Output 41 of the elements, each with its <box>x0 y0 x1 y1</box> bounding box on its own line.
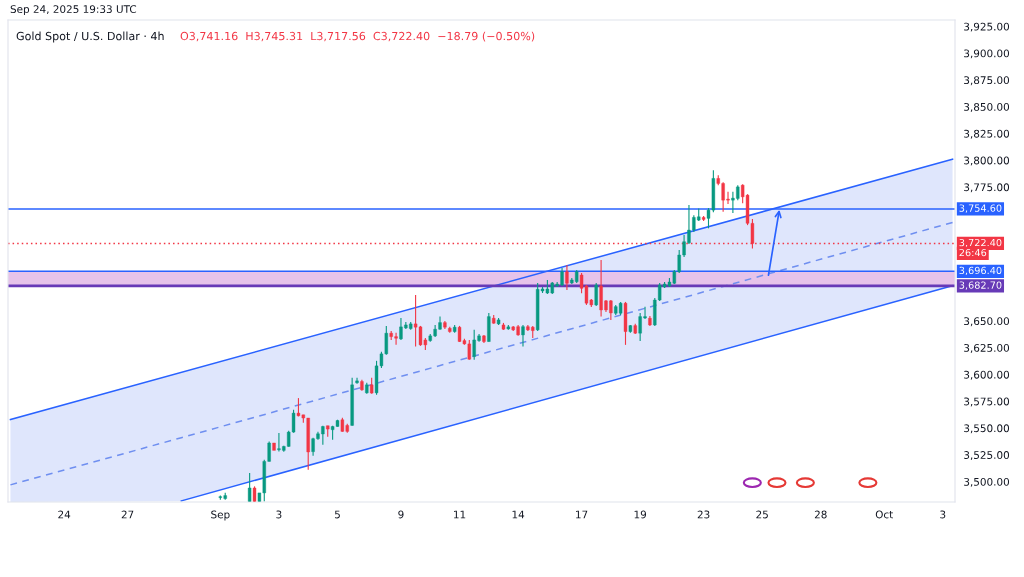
y-tick-label: 3,525.00 <box>964 451 1010 461</box>
y-tick-label: 3,800.00 <box>964 156 1010 166</box>
text: 26:46 <box>959 248 987 257</box>
y-tick-label: 3,550.00 <box>964 424 1010 434</box>
y-tick-label: 3,650.00 <box>964 317 1010 327</box>
text: Sep 24, 2025 19:33 UTC <box>10 5 137 16</box>
x-tick-label: 5 <box>334 510 340 519</box>
y-tick-label: 3,925.00 <box>964 22 1010 32</box>
x-tick-label: Sep <box>211 510 230 521</box>
annotation: O3,741.16 H3,745.31 L3,717.56 C3,722.40 −18.79 (−0.50%) <box>180 31 535 42</box>
x-tick-label: 28 <box>814 510 827 519</box>
x-tick-label: 11 <box>454 510 466 519</box>
ref-line-label: 3,754.60 <box>959 204 1002 213</box>
x-tick-label: 14 <box>512 510 525 519</box>
y-tick-label: 3,500.00 <box>964 477 1010 487</box>
text: Gold Spot / U.S. Dollar · 4h <box>16 31 164 43</box>
candlestick <box>594 282 598 307</box>
y-tick-label: 3,850.00 <box>964 102 1010 112</box>
x-tick-label: 19 <box>634 510 647 519</box>
candlestick <box>565 264 569 291</box>
y-tick-label: 3,825.00 <box>964 129 1010 139</box>
x-tick-label: 3 <box>276 510 282 519</box>
candlestick <box>247 472 252 502</box>
x-tick-label: Oct <box>875 510 893 519</box>
x-tick-label: 24 <box>58 510 71 519</box>
x-tick-label: 3 <box>940 510 946 519</box>
x-tick-label: 17 <box>576 510 588 519</box>
ref-line-label: 3,722.40 <box>959 238 1002 248</box>
candlestick <box>521 324 525 348</box>
y-tick-label: 3,625.00 <box>964 343 1010 353</box>
y-tick-label: 3,775.00 <box>964 183 1010 193</box>
y-tick-label: 3,875.00 <box>964 76 1010 86</box>
y-tick-label: 3,600.00 <box>964 370 1010 380</box>
ref-line-label: 3,696.40 <box>959 266 1002 276</box>
ref-line-label: 3,682.70 <box>959 281 1002 290</box>
x-tick-label: 23 <box>697 510 710 519</box>
x-tick-label: 25 <box>756 510 768 519</box>
y-tick-label: 3,900.00 <box>964 49 1010 59</box>
y-tick-label: 3,575.00 <box>964 397 1010 407</box>
x-tick-label: 27 <box>121 510 134 519</box>
x-tick-label: 9 <box>398 510 404 519</box>
